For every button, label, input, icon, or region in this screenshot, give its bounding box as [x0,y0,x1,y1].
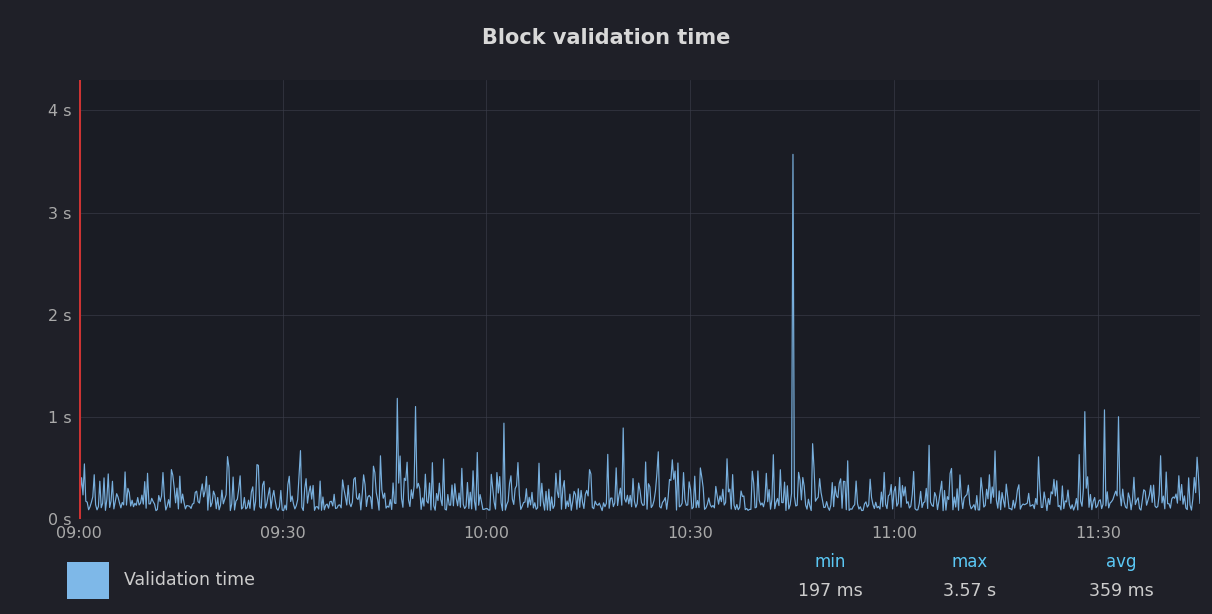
Text: max: max [951,553,988,571]
Text: Block validation time: Block validation time [482,28,730,48]
Text: 197 ms: 197 ms [797,581,863,600]
Text: min: min [814,553,846,571]
Text: 3.57 s: 3.57 s [943,581,996,600]
Text: Validation time: Validation time [124,571,255,589]
Text: 359 ms: 359 ms [1088,581,1154,600]
Text: avg: avg [1105,553,1137,571]
